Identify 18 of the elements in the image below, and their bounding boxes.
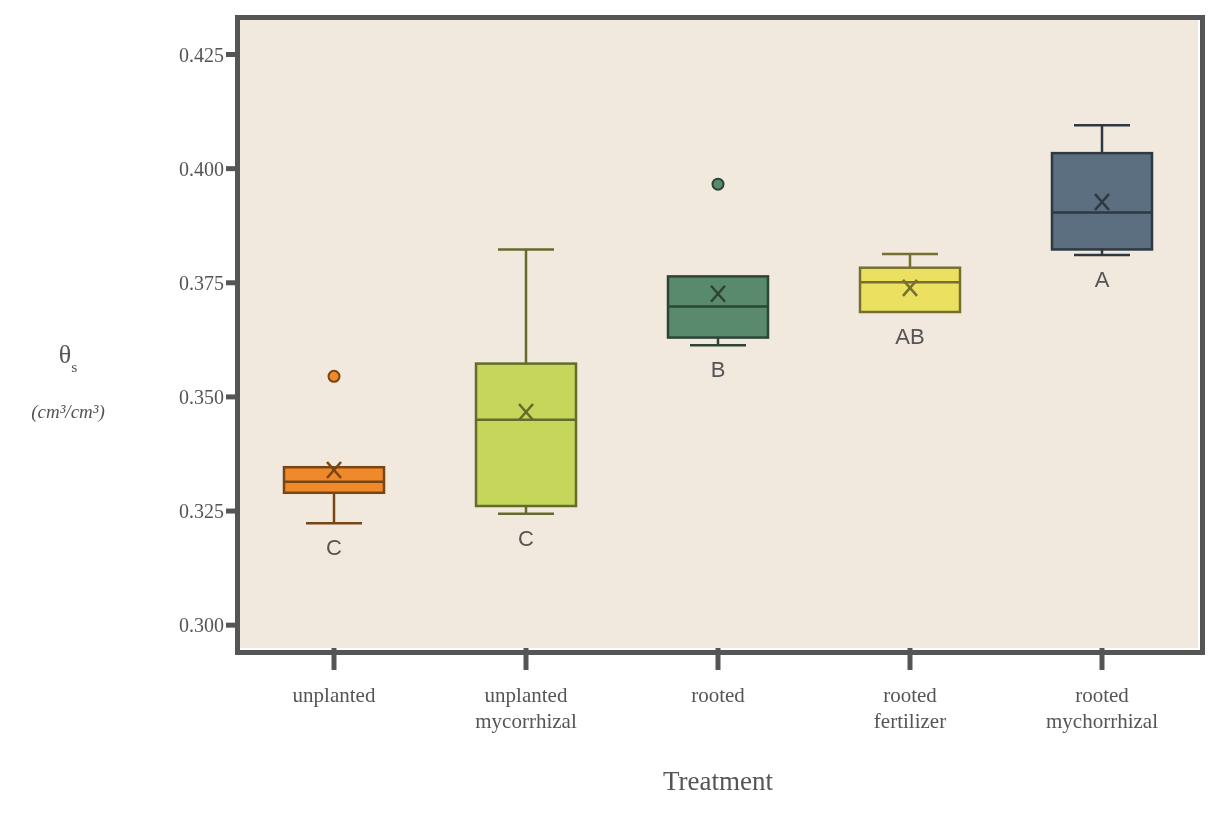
y-tick-label: 0.375 xyxy=(179,271,224,294)
y-tick-label: 0.350 xyxy=(179,386,224,409)
annotation: AB xyxy=(895,324,925,349)
annotation: A xyxy=(1094,266,1110,292)
x-tick-label: unplanted xyxy=(292,683,376,707)
text: θ$_{s}$ (cm³/cm³) xyxy=(31,340,105,422)
x-tick-label: rooted fertilizer xyxy=(873,683,947,733)
x-tick-label: unplanted mycorrhizal xyxy=(475,683,577,733)
annotation: C xyxy=(518,525,535,551)
x-axis-title: Treatment xyxy=(663,766,774,796)
x-tick-label: rooted mychorrhizal xyxy=(1046,683,1159,733)
annotation: B xyxy=(710,357,726,383)
y-tick-label: 0.400 xyxy=(179,157,224,180)
y-tick-label: 0.425 xyxy=(179,43,224,66)
y-tick-label: 0.325 xyxy=(179,500,224,523)
x-tick-label: rooted xyxy=(691,683,746,707)
y-tick-label: 0.300 xyxy=(179,614,224,637)
annotation: C xyxy=(326,535,343,561)
